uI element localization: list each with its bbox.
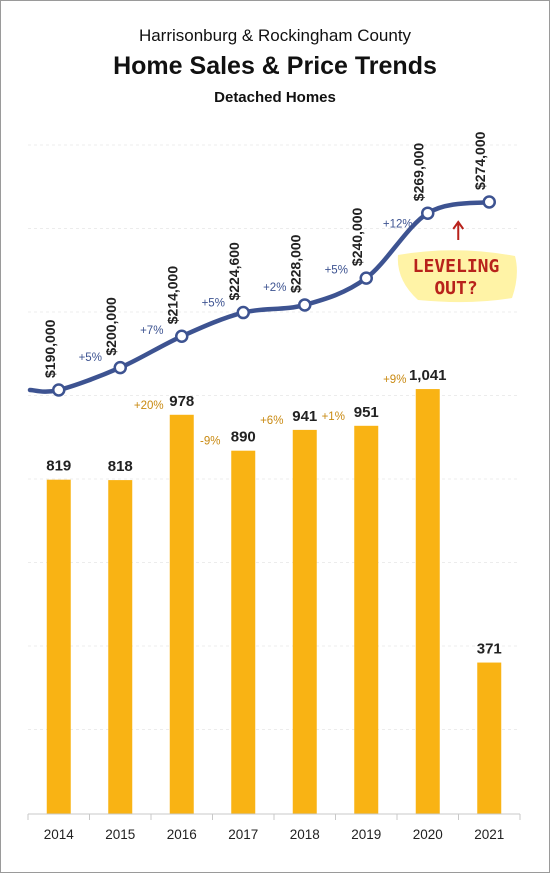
bar-value-label: 1,041 bbox=[409, 367, 447, 384]
price-change-label: +5% bbox=[79, 352, 102, 364]
price-change-label: +5% bbox=[325, 265, 348, 277]
bar-value-label: 818 bbox=[108, 458, 133, 475]
price-value-label: $240,000 bbox=[349, 207, 365, 266]
chart-subtitle: Detached Homes bbox=[214, 89, 336, 106]
x-tick-label: 2017 bbox=[228, 827, 258, 842]
bar-2017 bbox=[231, 450, 256, 814]
price-point-2017 bbox=[236, 305, 250, 320]
annotation-line-2: OUT? bbox=[434, 278, 477, 299]
price-point-2018 bbox=[298, 298, 312, 312]
x-tick-label: 2021 bbox=[474, 827, 504, 842]
x-tick-label: 2018 bbox=[290, 827, 320, 842]
chart-location-title: Harrisonburg & Rockingham County bbox=[138, 26, 412, 45]
price-point-2020 bbox=[421, 206, 435, 220]
price-value-label: $224,600 bbox=[226, 242, 242, 301]
annotation-arrowhead bbox=[452, 220, 465, 230]
bar-2016 bbox=[169, 414, 194, 814]
bar-change-label: +1% bbox=[322, 411, 345, 423]
price-change-label: +7% bbox=[140, 325, 163, 337]
bar-2019 bbox=[354, 425, 379, 814]
price-change-label: +12% bbox=[383, 219, 413, 231]
bar-value-label: 941 bbox=[292, 408, 317, 425]
bar-value-label: 978 bbox=[169, 393, 194, 410]
price-value-label: $190,000 bbox=[42, 319, 58, 378]
price-point-2016 bbox=[175, 329, 189, 344]
annotation-highlight bbox=[397, 250, 517, 303]
bar-2020 bbox=[415, 389, 440, 814]
bar-value-label: 951 bbox=[354, 404, 379, 421]
price-value-label: $274,000 bbox=[472, 131, 488, 190]
bar-change-label: +20% bbox=[134, 400, 164, 412]
x-tick-label: 2014 bbox=[44, 827, 75, 842]
bar-2021 bbox=[477, 662, 502, 814]
x-tick-label: 2015 bbox=[105, 827, 135, 842]
bar-change-label: +6% bbox=[260, 415, 283, 427]
x-tick-label: 2020 bbox=[413, 827, 443, 842]
price-point-2019 bbox=[359, 271, 373, 285]
bar-value-label: 890 bbox=[231, 429, 256, 446]
price-point-2014 bbox=[52, 383, 66, 397]
price-value-label: $200,000 bbox=[103, 297, 119, 356]
price-change-label: +5% bbox=[202, 297, 225, 309]
bar-2018 bbox=[292, 429, 317, 814]
x-tick-label: 2016 bbox=[167, 827, 197, 842]
bar-2014 bbox=[46, 479, 71, 814]
chart-title: Home Sales & Price Trends bbox=[113, 52, 437, 80]
bar-value-label: 371 bbox=[477, 641, 502, 658]
price-change-label: +2% bbox=[263, 282, 286, 294]
x-tick-label: 2019 bbox=[351, 827, 381, 842]
price-value-label: $228,000 bbox=[288, 234, 304, 293]
bar-value-label: 819 bbox=[46, 458, 71, 475]
price-value-label: $214,000 bbox=[165, 266, 181, 325]
price-point-2021 bbox=[482, 195, 496, 209]
bar-2015 bbox=[108, 480, 133, 814]
price-point-2015 bbox=[113, 360, 127, 375]
bar-change-label: +9% bbox=[383, 374, 406, 386]
price-value-label: $269,000 bbox=[411, 143, 427, 202]
bar-change-label: -9% bbox=[200, 436, 220, 448]
annotation-line-1: LEVELING bbox=[413, 256, 500, 277]
